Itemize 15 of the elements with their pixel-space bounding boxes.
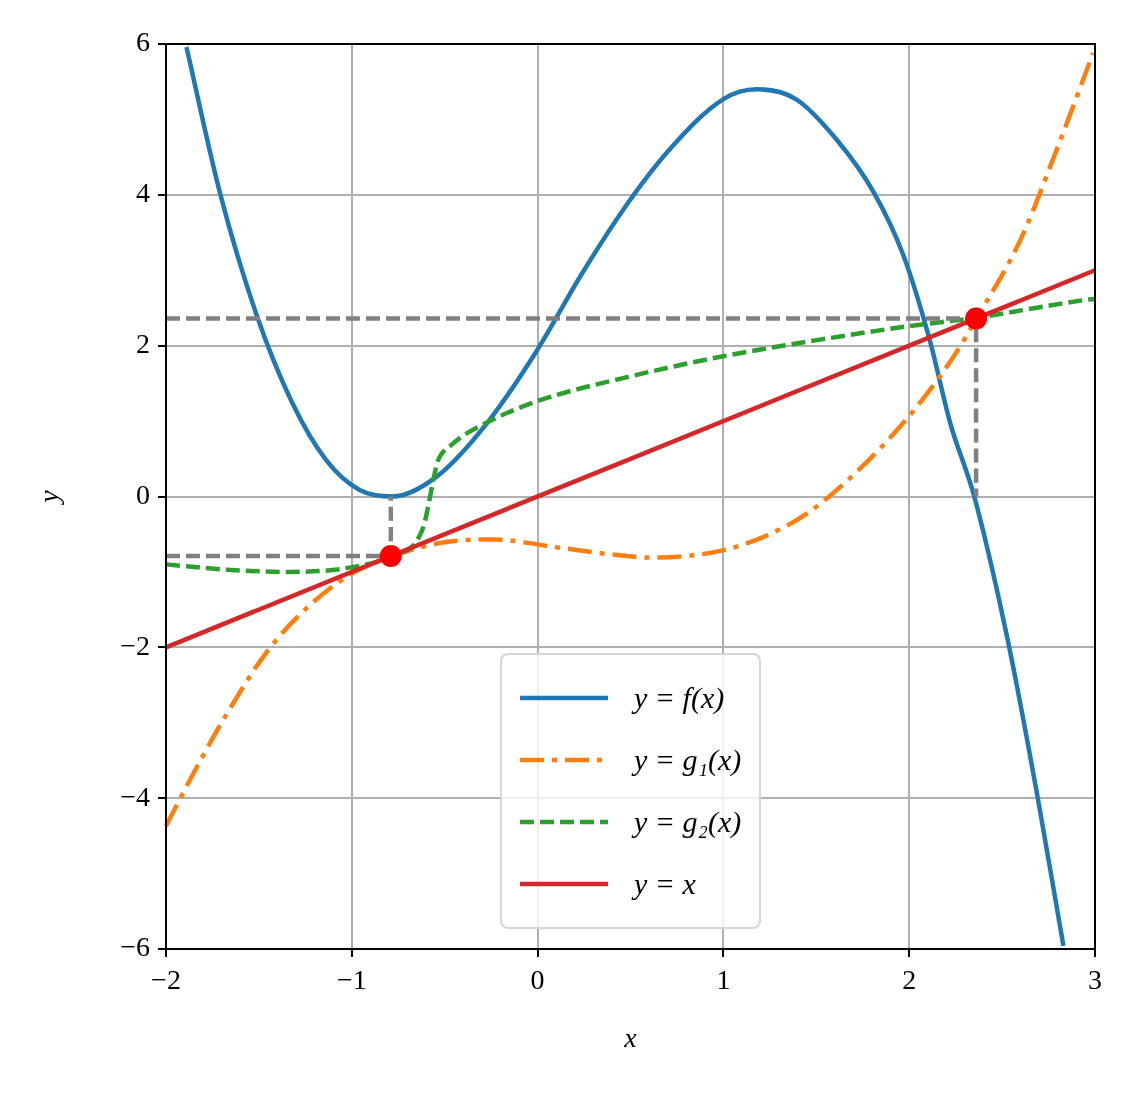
y-tick-label: 0	[136, 478, 150, 510]
x-tick-label: −1	[336, 964, 367, 996]
x-axis-title: x	[623, 1021, 638, 1053]
y-tick-label: 6	[136, 26, 150, 58]
x-tick-label: 2	[902, 964, 917, 996]
y-tick-label: −2	[120, 629, 150, 661]
y-tick-label: −4	[120, 780, 150, 812]
y-axis-title: y	[33, 489, 65, 506]
x-tick-label: 3	[1088, 964, 1102, 996]
y-tick-label: 4	[136, 177, 150, 209]
x-tick-label: 0	[530, 964, 545, 996]
line-series	[184, 44, 1066, 949]
y-tick-label: 2	[136, 328, 150, 360]
y-tick-label: −6	[120, 931, 150, 963]
x-tick-label: 1	[716, 964, 731, 996]
